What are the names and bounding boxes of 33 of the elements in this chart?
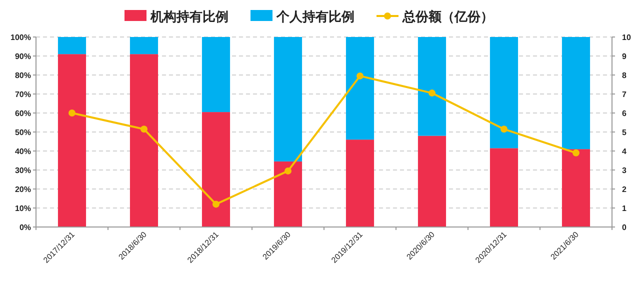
- point: [284, 167, 292, 174]
- legend-label: 总份额（亿份）: [402, 9, 494, 24]
- y2-tick-label: 5: [622, 128, 627, 137]
- legend-label: 机构持有比例: [150, 9, 228, 24]
- y2-tick-label: 3: [622, 166, 627, 175]
- y-tick-label: 70%: [14, 90, 31, 99]
- y2-tick-label: 8: [622, 71, 627, 80]
- point: [140, 126, 148, 133]
- y-tick-label: 100%: [10, 33, 31, 42]
- y2-tick-label: 2: [622, 185, 627, 194]
- point: [356, 72, 364, 80]
- point: [572, 149, 580, 156]
- y-tick-label: 50%: [14, 128, 31, 137]
- point: [212, 200, 220, 208]
- y2-tick-label: 10: [622, 33, 632, 42]
- y2-tick-label: 7: [622, 90, 627, 99]
- y2-tick-label: 1: [622, 204, 627, 213]
- y-tick-label: 80%: [14, 71, 31, 80]
- y2-tick-label: 6: [622, 109, 627, 118]
- y2-tick-label: 4: [622, 147, 627, 156]
- point: [428, 90, 436, 97]
- legend-label: 个人持有比例: [276, 9, 354, 24]
- point: [68, 110, 76, 116]
- y-tick-label: 30%: [14, 166, 31, 175]
- y-tick-label: 60%: [14, 109, 31, 118]
- y2-tick-label: 9: [622, 52, 627, 61]
- point: [500, 126, 508, 133]
- y2-tick-label: 0: [622, 223, 627, 232]
- y-tick-label: 90%: [14, 52, 31, 61]
- y-tick-label: 0%: [19, 223, 31, 232]
- y-tick-label: 10%: [14, 204, 31, 213]
- y-tick-label: 20%: [14, 185, 31, 194]
- y-tick-label: 40%: [14, 147, 31, 156]
